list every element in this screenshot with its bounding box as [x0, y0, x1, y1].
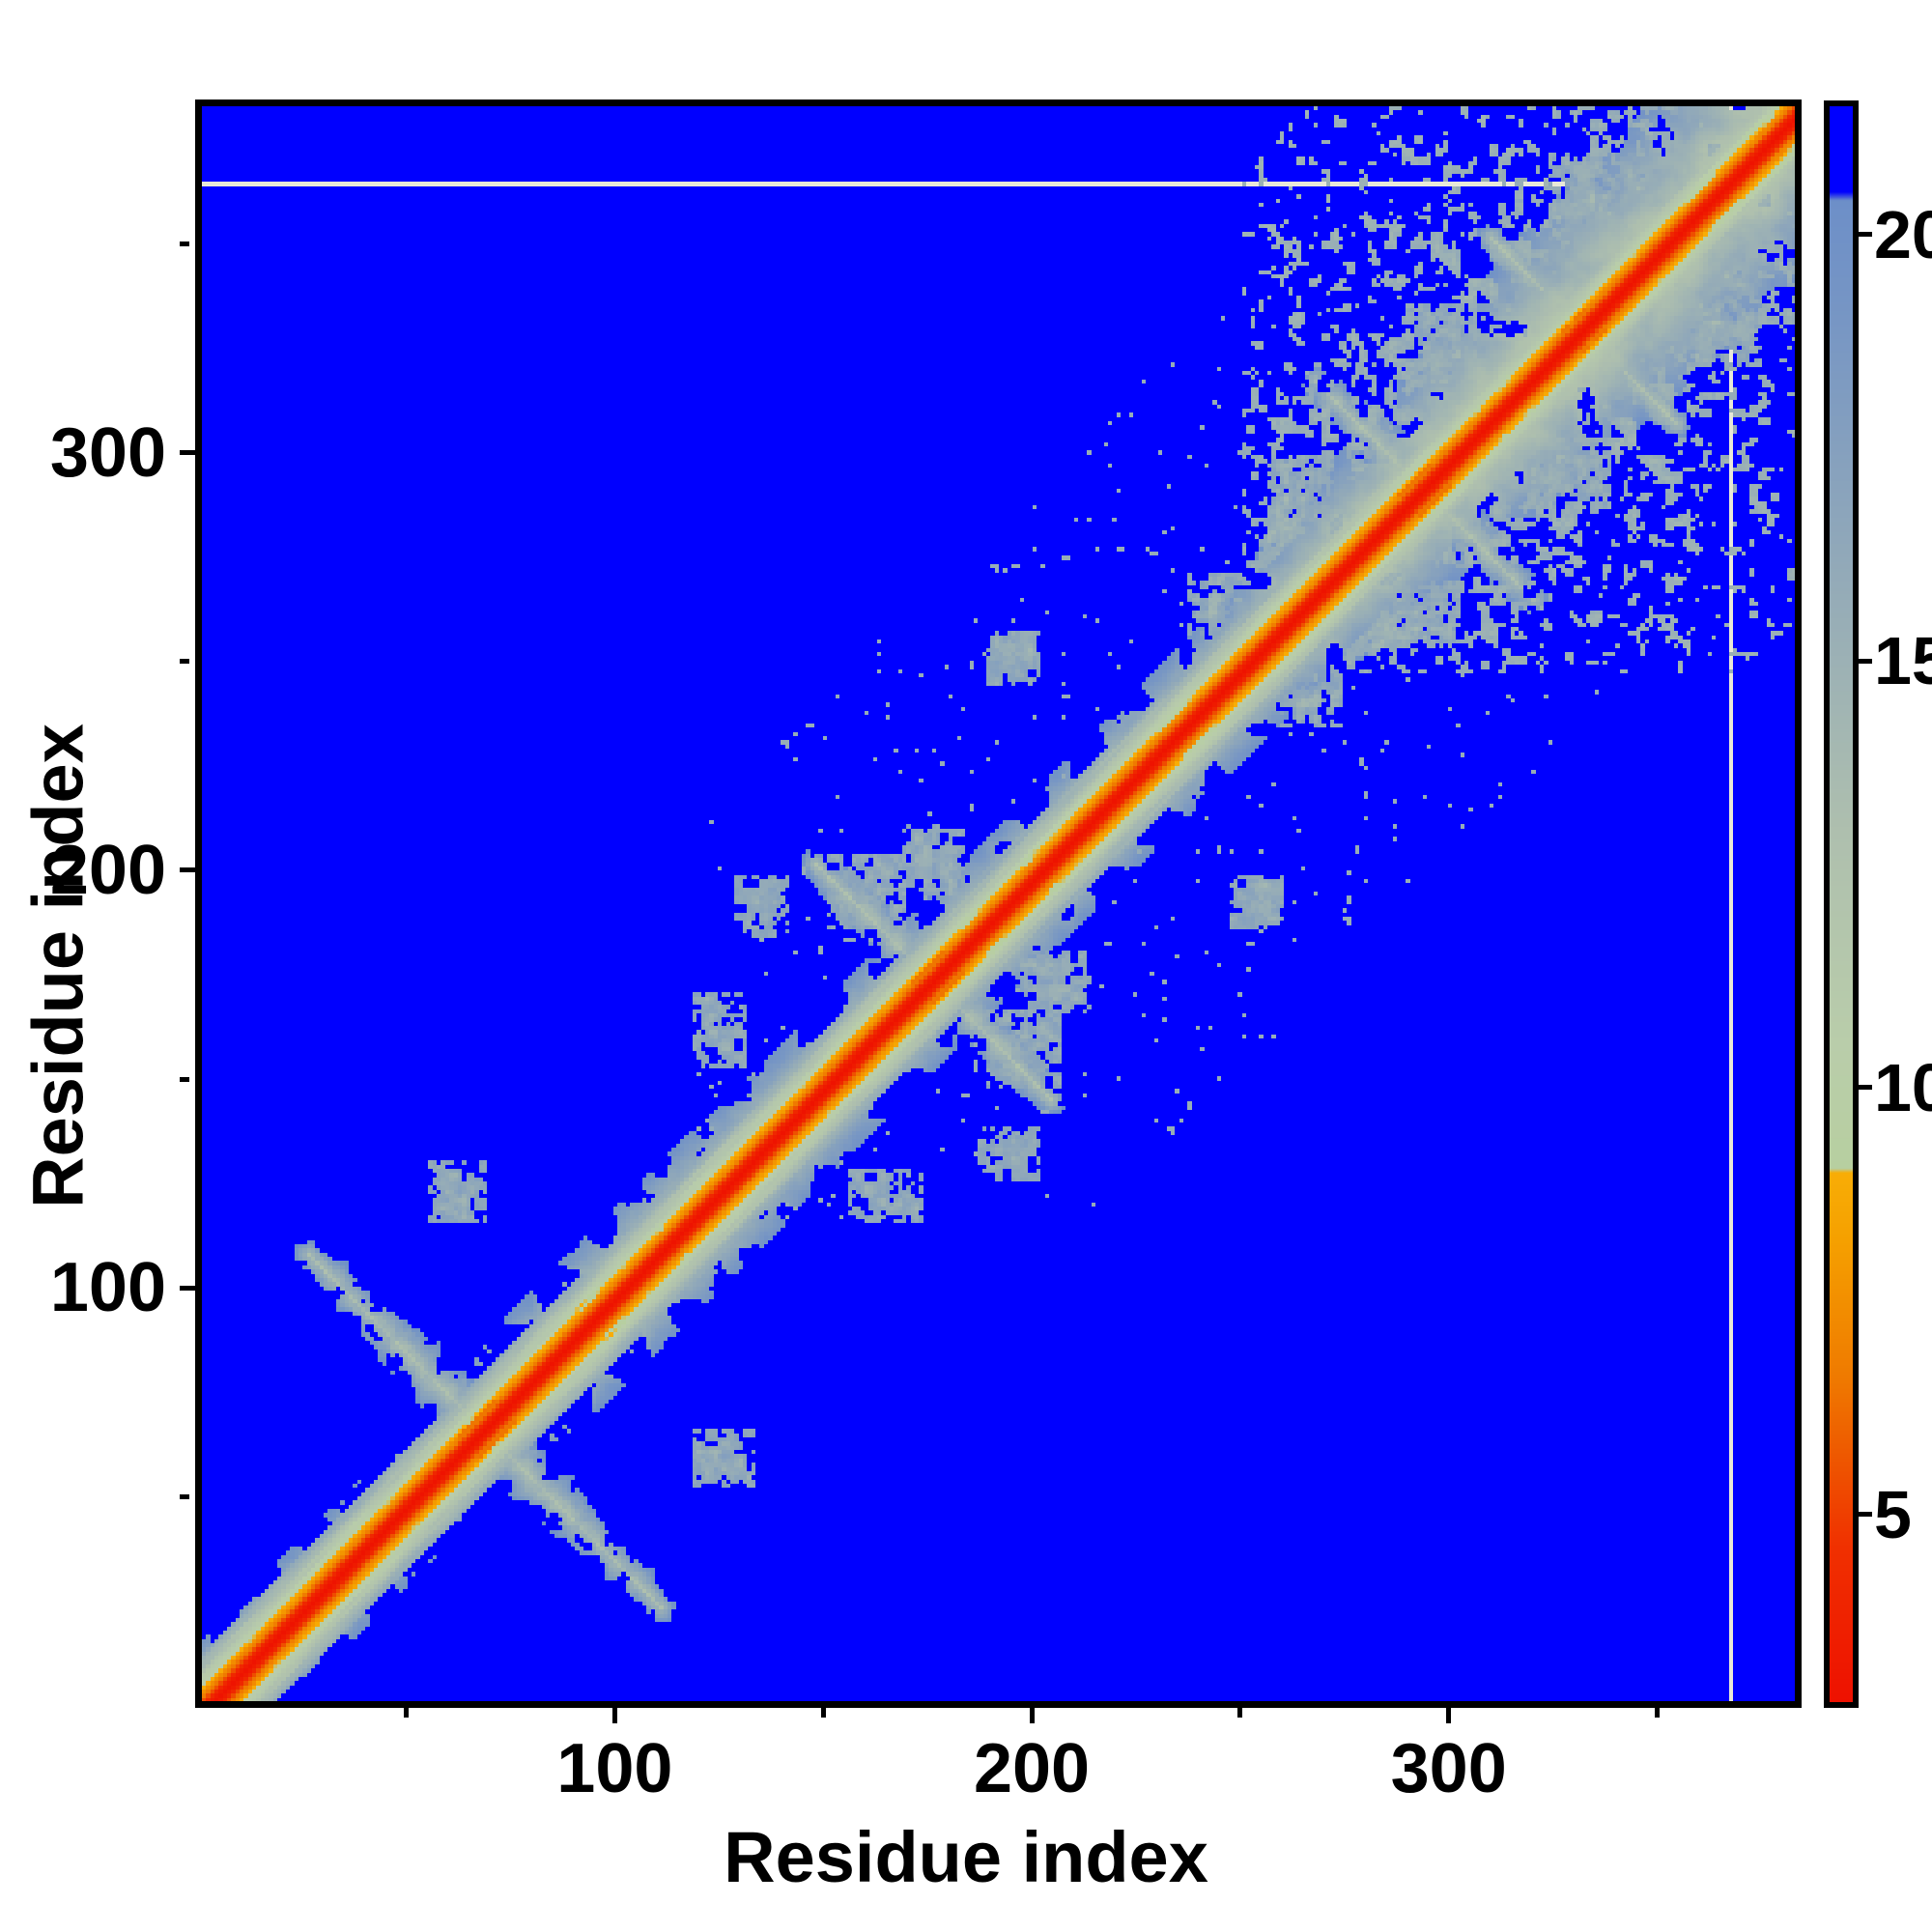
x-axis-tick	[1029, 1708, 1035, 1723]
colorbar-tick	[1859, 1512, 1872, 1518]
heatmap-canvas	[202, 106, 1795, 1701]
y-axis-tick	[180, 867, 195, 873]
colorbar-tick	[1859, 658, 1872, 664]
y-axis-minor-tick	[180, 1076, 189, 1082]
x-axis-tick-label: 300	[1390, 1730, 1507, 1807]
x-axis-tick	[611, 1708, 617, 1723]
colorbar-tick	[1859, 1085, 1872, 1091]
x-axis-tick-label: 200	[973, 1730, 1091, 1807]
colorbar-tick-label: 20	[1874, 196, 1932, 272]
colorbar-tick-label: 10	[1874, 1049, 1932, 1125]
x-axis-minor-tick	[1237, 1708, 1243, 1718]
y-axis-tick	[180, 1285, 195, 1291]
y-axis-tick-label: 300	[49, 413, 166, 492]
y-axis-minor-tick	[180, 242, 189, 247]
x-axis-label: Residue index	[724, 1817, 1208, 1897]
x-axis-tick-label: 100	[556, 1730, 673, 1807]
y-axis-minor-tick	[180, 1493, 189, 1499]
x-axis-minor-tick	[820, 1708, 826, 1718]
colorbar-gradient	[1830, 106, 1853, 1702]
colorbar-tick-label: 5	[1874, 1476, 1912, 1552]
y-axis-tick-label: 100	[49, 1249, 166, 1327]
colorbar	[1824, 100, 1859, 1708]
colorbar-tick	[1859, 232, 1872, 237]
y-axis-tick-label: 200	[49, 831, 166, 909]
y-axis-minor-tick	[180, 659, 189, 665]
x-axis-tick	[1446, 1708, 1452, 1723]
heatmap-plot-area	[195, 99, 1802, 1708]
y-axis-tick	[180, 450, 195, 456]
x-axis-minor-tick	[1655, 1708, 1661, 1718]
y-axis-label: Residue index	[17, 724, 99, 1208]
colorbar-tick-label: 15	[1874, 623, 1932, 699]
x-axis-minor-tick	[404, 1708, 410, 1718]
